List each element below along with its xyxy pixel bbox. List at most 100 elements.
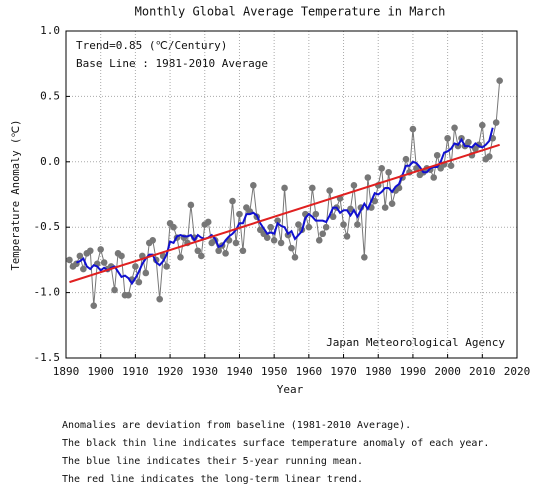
data-point bbox=[132, 263, 139, 270]
data-point bbox=[232, 239, 240, 247]
x-tick-label: 2000 bbox=[434, 365, 461, 378]
x-tick-label: 1960 bbox=[296, 365, 323, 378]
data-point bbox=[305, 223, 313, 231]
x-tick-label: 1970 bbox=[330, 365, 357, 378]
data-point bbox=[288, 244, 295, 252]
trend-line bbox=[69, 143, 500, 284]
data-point bbox=[66, 256, 73, 264]
x-tick-label: 2020 bbox=[504, 365, 531, 378]
data-point bbox=[194, 247, 202, 255]
data-point bbox=[239, 247, 247, 255]
data-point bbox=[329, 213, 337, 221]
y-tick-label: 1.0 bbox=[40, 24, 60, 37]
annotation: Japan Meteorological Agency bbox=[326, 336, 505, 349]
data-point bbox=[250, 182, 257, 189]
data-point bbox=[479, 121, 486, 129]
data-point bbox=[267, 223, 274, 231]
data-point bbox=[388, 200, 396, 207]
chart-title: Monthly Global Average Temperature in Ma… bbox=[135, 5, 446, 19]
data-point bbox=[204, 218, 212, 226]
data-point bbox=[90, 302, 98, 309]
y-tick-label: -0.5 bbox=[34, 220, 61, 233]
data-point bbox=[409, 125, 417, 133]
note: Anomalies are deviation from baseline (1… bbox=[62, 420, 411, 431]
data-point bbox=[347, 205, 354, 213]
annotation: Trend=0.85 (℃/Century) bbox=[76, 39, 227, 52]
x-tick-label: 1940 bbox=[226, 365, 253, 378]
data-point bbox=[309, 184, 316, 192]
y-tick-label: -1.5 bbox=[34, 351, 61, 364]
data-point bbox=[142, 269, 150, 277]
data-point bbox=[430, 174, 438, 181]
x-axis-label: Year bbox=[277, 383, 304, 396]
data-point bbox=[170, 223, 177, 231]
data-point bbox=[322, 223, 330, 231]
data-point bbox=[222, 250, 229, 257]
data-point bbox=[447, 162, 455, 170]
data-point bbox=[229, 197, 236, 205]
note: The blue line indicates their 5-year run… bbox=[62, 456, 363, 467]
data-point bbox=[295, 221, 302, 228]
data-point bbox=[100, 259, 108, 266]
data-point bbox=[451, 124, 458, 132]
series-line bbox=[69, 80, 501, 306]
data-point bbox=[381, 204, 389, 211]
data-point bbox=[315, 236, 323, 244]
x-tick-label: 1900 bbox=[87, 365, 114, 378]
data-point bbox=[433, 151, 441, 159]
data-point bbox=[354, 221, 361, 228]
x-tick-label: 1950 bbox=[261, 365, 288, 378]
data-point bbox=[187, 201, 195, 209]
x-tick-label: 1990 bbox=[400, 365, 427, 378]
x-tick-label: 1920 bbox=[157, 365, 184, 378]
data-point bbox=[281, 184, 288, 192]
data-point bbox=[378, 165, 386, 172]
data-point bbox=[277, 239, 285, 247]
data-point bbox=[385, 168, 392, 176]
x-tick-label: 2010 bbox=[469, 365, 496, 378]
data-point bbox=[319, 230, 327, 238]
x-tick-label: 1980 bbox=[365, 365, 392, 378]
data-point bbox=[496, 77, 503, 85]
y-tick-label: 0.0 bbox=[40, 155, 60, 168]
data-point bbox=[350, 182, 358, 189]
data-point bbox=[125, 291, 132, 299]
data-point bbox=[76, 252, 84, 260]
data-point bbox=[263, 234, 271, 241]
data-point bbox=[215, 247, 222, 255]
data-point bbox=[198, 252, 205, 260]
data-point bbox=[364, 174, 372, 181]
data-point bbox=[361, 253, 368, 261]
data-point bbox=[270, 236, 278, 244]
x-tick-label: 1890 bbox=[53, 365, 80, 378]
data-point bbox=[177, 253, 184, 261]
data-point bbox=[312, 210, 320, 218]
data-point bbox=[86, 247, 94, 255]
y-tick-label: -1.0 bbox=[34, 286, 61, 299]
data-point bbox=[80, 265, 87, 273]
data-point bbox=[402, 155, 410, 163]
data-point bbox=[163, 263, 170, 270]
data-point bbox=[149, 236, 157, 244]
data-point bbox=[135, 278, 143, 286]
plot-frame bbox=[65, 30, 518, 359]
data-point bbox=[485, 153, 493, 160]
note: The red line indicates the long-term lin… bbox=[62, 474, 363, 485]
data-point bbox=[118, 252, 125, 260]
data-point bbox=[156, 295, 163, 303]
note: The black thin line indicates surface te… bbox=[62, 438, 489, 449]
data-point bbox=[97, 246, 104, 253]
data-point bbox=[274, 217, 281, 224]
data-point bbox=[465, 138, 472, 146]
data-point bbox=[343, 233, 351, 240]
y-axis-label: Temperature Anomaly (℃) bbox=[10, 120, 22, 271]
x-tick-label: 1930 bbox=[192, 365, 219, 378]
data-point bbox=[326, 187, 333, 194]
data-point bbox=[111, 286, 118, 294]
x-tick-label: 1910 bbox=[122, 365, 149, 378]
data-point bbox=[444, 134, 451, 142]
data-point bbox=[291, 253, 299, 261]
data-point bbox=[340, 221, 347, 228]
data-point bbox=[236, 210, 243, 218]
